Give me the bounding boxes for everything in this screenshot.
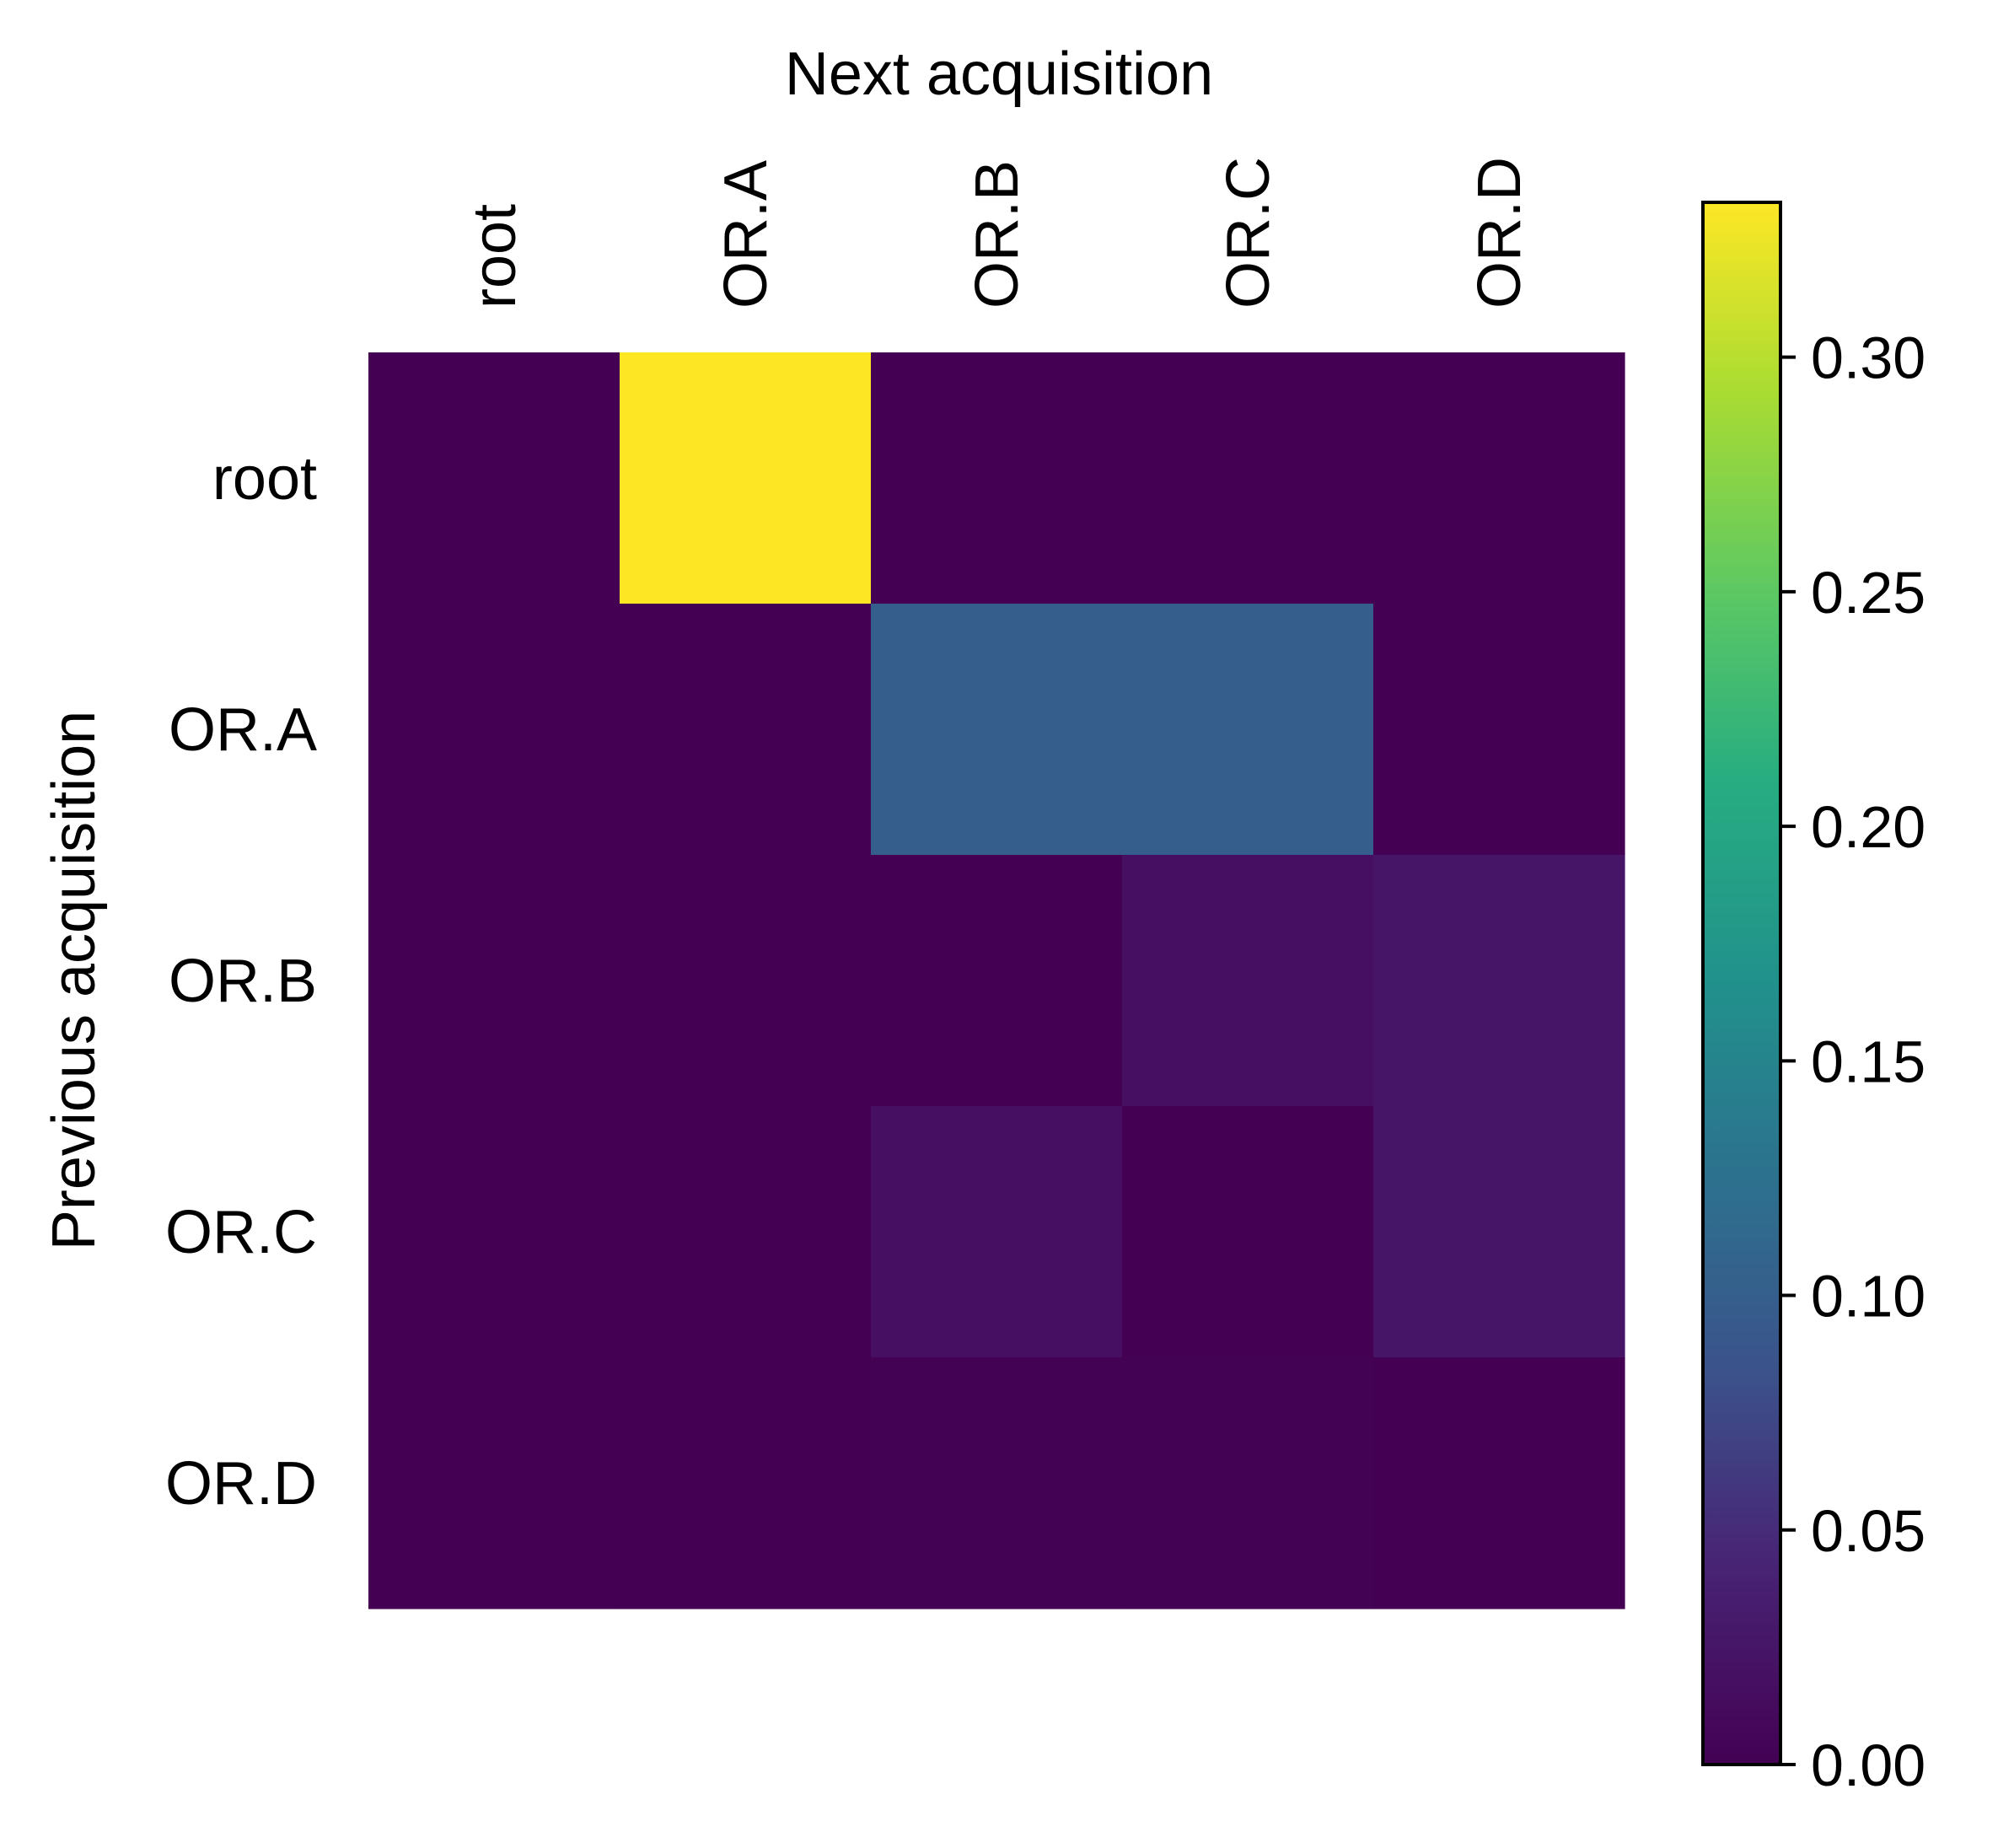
y-tick-label: root [212, 445, 317, 513]
x-tick-label: OR.A [712, 160, 780, 309]
heatmap-cell [1122, 1106, 1374, 1358]
heatmap-cell [1373, 1357, 1625, 1609]
heatmap-cell [1373, 855, 1625, 1107]
colorbar-tick-label: 0.05 [1811, 1498, 1925, 1564]
x-tick-label: root [461, 204, 529, 309]
heatmap-cell [1373, 352, 1625, 604]
colorbar-tick-label: 0.00 [1811, 1732, 1925, 1798]
heatmap-cell [871, 352, 1123, 604]
heatmap-cell [620, 1357, 872, 1609]
colorbar: 0.00 0.05 0.10 0.15 0.20 0.25 0.30 [1701, 201, 1925, 1798]
heatmap-cell [871, 604, 1123, 856]
heatmap-cell [871, 1357, 1123, 1609]
colorbar-tick-label: 0.25 [1811, 560, 1925, 626]
heatmap-cell [1122, 855, 1374, 1107]
heatmap-cell [1122, 1357, 1374, 1609]
x-tick-label: OR.B [964, 160, 1031, 309]
heatmap-cell [368, 855, 620, 1107]
y-tick-label: OR.D [165, 1450, 317, 1518]
y-axis-label: Previous acquisition [40, 711, 108, 1250]
heatmap-cell [1122, 604, 1374, 856]
colorbar-tick-label: 0.15 [1811, 1029, 1925, 1094]
heatmap-cell [368, 1357, 620, 1609]
colorbar-tick-label: 0.20 [1811, 794, 1925, 860]
colorbar-tick-label: 0.10 [1811, 1264, 1925, 1330]
heatmap-cell [368, 604, 620, 856]
x-axis-label: Next acquisition [785, 40, 1213, 108]
heatmap-cell [1373, 604, 1625, 856]
y-tick-label: OR.A [169, 696, 317, 764]
heatmap-cell [620, 352, 872, 604]
x-tick-label: OR.D [1466, 157, 1533, 309]
x-tick-labels: root OR.A OR.B OR.C OR.D [461, 157, 1533, 309]
heatmap-cell [871, 855, 1123, 1107]
colorbar-gradient [1701, 201, 1782, 1766]
x-tick-label: OR.C [1215, 157, 1282, 309]
heatmap-cell [1122, 352, 1374, 604]
heatmap-cell [620, 1106, 872, 1358]
y-tick-label: OR.C [165, 1199, 317, 1266]
heatmap-cell [620, 855, 872, 1107]
heatmap-cell [1373, 1106, 1625, 1358]
heatmap-cell [368, 1106, 620, 1358]
heatmap-cell [368, 352, 620, 604]
y-tick-labels: root OR.A OR.B OR.C OR.D [165, 445, 317, 1518]
colorbar-tick-label: 0.30 [1811, 325, 1925, 391]
heatmap-cells [368, 352, 1625, 1609]
heatmap-cell [620, 604, 872, 856]
y-tick-label: OR.B [169, 948, 317, 1015]
heatmap-cell [871, 1106, 1123, 1358]
